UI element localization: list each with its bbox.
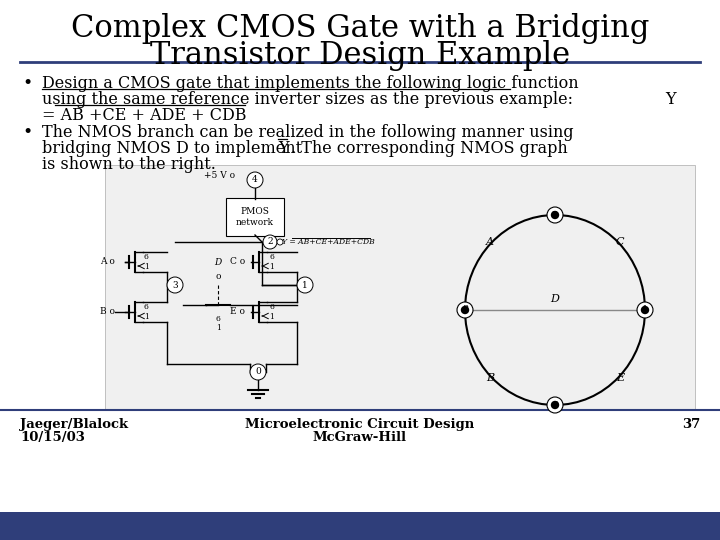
Text: •: • xyxy=(22,75,32,92)
Text: 6
1: 6 1 xyxy=(216,315,221,332)
Text: using the same reference inverter sizes as the previous example:: using the same reference inverter sizes … xyxy=(42,91,573,108)
Text: E o: E o xyxy=(230,307,245,316)
Circle shape xyxy=(552,212,559,219)
Text: 0: 0 xyxy=(255,368,261,376)
Text: . The corresponding NMOS graph: . The corresponding NMOS graph xyxy=(291,140,568,157)
Text: Y: Y xyxy=(665,91,675,108)
Text: Jaeger/Blalock: Jaeger/Blalock xyxy=(20,418,128,431)
Text: C o: C o xyxy=(230,258,245,267)
Circle shape xyxy=(637,302,653,318)
Text: 0: 0 xyxy=(552,401,558,409)
Text: •: • xyxy=(22,124,32,141)
Text: Transistor Design Example: Transistor Design Example xyxy=(150,40,570,71)
Circle shape xyxy=(250,364,266,380)
Circle shape xyxy=(547,397,563,413)
Text: = AB +CE + ADE + CDB: = AB +CE + ADE + CDB xyxy=(42,107,246,124)
Circle shape xyxy=(277,239,283,245)
Text: 6
1: 6 1 xyxy=(144,253,149,271)
Text: is shown to the right.: is shown to the right. xyxy=(42,156,216,173)
Text: 37: 37 xyxy=(682,418,700,431)
Text: 10/15/03: 10/15/03 xyxy=(20,431,85,444)
Text: 4: 4 xyxy=(252,176,258,185)
Text: 6
1: 6 1 xyxy=(144,303,149,321)
Text: Y: Y xyxy=(278,140,289,157)
Circle shape xyxy=(263,235,277,249)
Text: B o: B o xyxy=(100,307,115,316)
Text: 1: 1 xyxy=(302,280,308,289)
Circle shape xyxy=(552,402,559,408)
Circle shape xyxy=(457,302,473,318)
Text: Y = AB+CE+ADE+CDB: Y = AB+CE+ADE+CDB xyxy=(282,238,374,246)
Text: C: C xyxy=(616,237,624,247)
Text: A o: A o xyxy=(100,258,115,267)
Text: 6
1: 6 1 xyxy=(269,253,274,271)
Text: 3: 3 xyxy=(462,306,468,314)
Text: McGraw-Hill: McGraw-Hill xyxy=(313,431,407,444)
Text: 6
1: 6 1 xyxy=(269,303,274,321)
Text: +5 V o: +5 V o xyxy=(204,171,235,179)
Text: Complex CMOS Gate with a Bridging: Complex CMOS Gate with a Bridging xyxy=(71,13,649,44)
Text: The NMOS branch can be realized in the following manner using: The NMOS branch can be realized in the f… xyxy=(42,124,574,141)
Text: o: o xyxy=(215,272,221,281)
FancyBboxPatch shape xyxy=(105,165,695,410)
Text: D: D xyxy=(215,258,222,267)
FancyBboxPatch shape xyxy=(0,512,720,540)
Text: 2: 2 xyxy=(267,238,273,246)
Text: B: B xyxy=(486,373,494,383)
Text: bridging NMOS D to implement: bridging NMOS D to implement xyxy=(42,140,307,157)
Text: E: E xyxy=(616,373,624,383)
Text: 3: 3 xyxy=(172,280,178,289)
Circle shape xyxy=(247,172,263,188)
Text: A: A xyxy=(486,237,494,247)
Circle shape xyxy=(167,277,183,293)
Circle shape xyxy=(297,277,313,293)
Text: PMOS
network: PMOS network xyxy=(236,207,274,227)
Circle shape xyxy=(547,207,563,223)
Text: Design a CMOS gate that implements the following logic function: Design a CMOS gate that implements the f… xyxy=(42,75,579,92)
Text: 1: 1 xyxy=(642,306,648,314)
Text: D: D xyxy=(551,294,559,304)
Text: 2: 2 xyxy=(552,211,558,219)
Circle shape xyxy=(642,307,649,314)
Circle shape xyxy=(462,307,469,314)
Text: Microelectronic Circuit Design: Microelectronic Circuit Design xyxy=(246,418,474,431)
FancyBboxPatch shape xyxy=(226,198,284,236)
